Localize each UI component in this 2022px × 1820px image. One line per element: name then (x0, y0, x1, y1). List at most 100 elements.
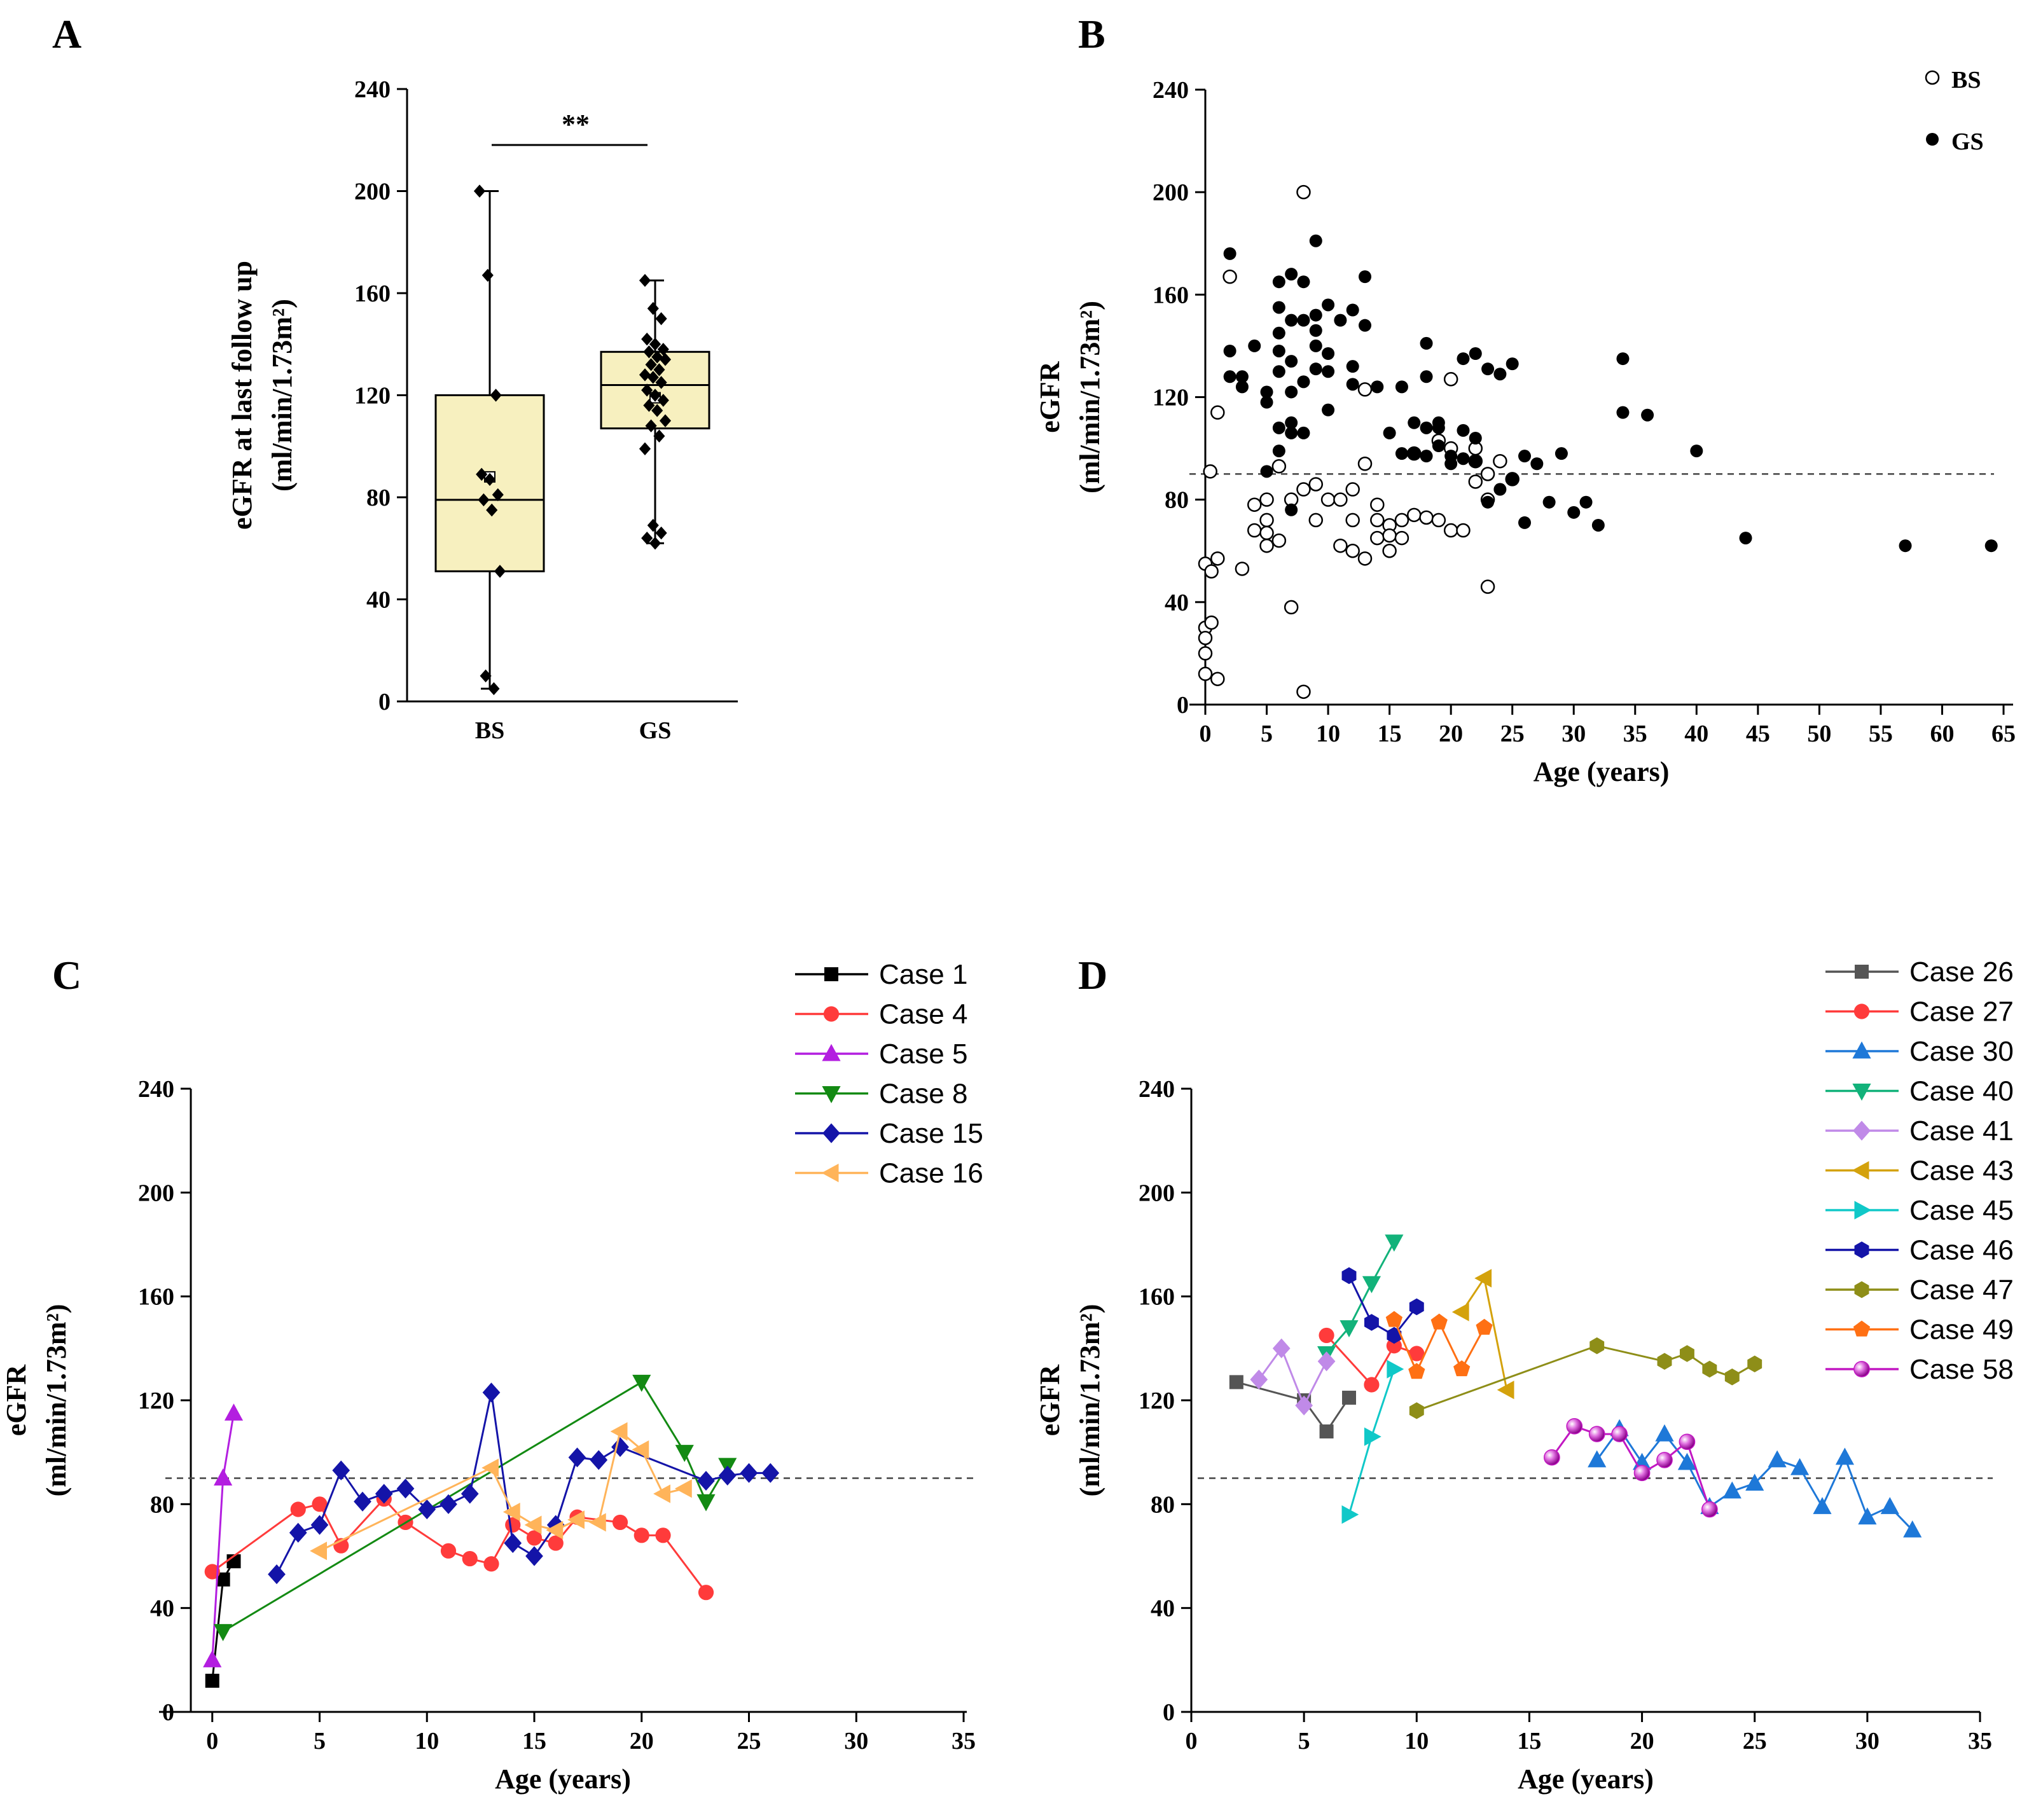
data-point (462, 1550, 478, 1567)
data-point (649, 338, 661, 351)
data-point (1420, 450, 1433, 463)
legend-marker (1854, 1201, 1872, 1220)
legend-entry: Case 5 (795, 1038, 967, 1070)
data-point (1690, 445, 1703, 458)
legend-entry: Case 26 (1825, 956, 2014, 988)
data-point (1633, 1465, 1651, 1482)
legend-marker (1852, 1041, 1871, 1059)
data-point (216, 1572, 230, 1587)
data-point (1493, 453, 1507, 469)
data-point (1272, 344, 1285, 357)
data-point (1271, 533, 1287, 548)
series-line (1236, 1381, 1350, 1433)
y-tick-label: 120 (1139, 1388, 1175, 1414)
legend-entry: Case 15 (795, 1118, 983, 1149)
y-tick-label: 0 (378, 689, 391, 715)
series-case-15 (268, 1382, 780, 1585)
data-point (1309, 362, 1322, 376)
data-point (1223, 370, 1236, 383)
y-tick-label: 80 (150, 1491, 174, 1518)
series-line (1348, 1275, 1418, 1337)
data-point (610, 1422, 628, 1441)
data-point (1677, 1452, 1697, 1470)
legend-marker (1855, 965, 1869, 979)
data-point (546, 1520, 564, 1540)
data-point (1419, 510, 1434, 525)
data-point (1383, 426, 1396, 439)
data-point (1334, 314, 1347, 327)
data-point (1210, 551, 1225, 566)
y-tick-label: 40 (366, 587, 391, 614)
data-point (1409, 1402, 1424, 1419)
data-point (1722, 1481, 1742, 1499)
data-point (1297, 314, 1310, 327)
data-point (1790, 1458, 1810, 1475)
series-case-16 (310, 1422, 692, 1561)
data-point (1469, 347, 1482, 361)
data-point (1468, 474, 1483, 489)
y-tick-label: 0 (1177, 692, 1189, 719)
data-point (655, 526, 667, 540)
data-point (1322, 298, 1335, 312)
data-point (1579, 495, 1593, 509)
data-point (1346, 303, 1359, 317)
data-point (490, 389, 502, 402)
data-point (1309, 234, 1322, 247)
data-point (1469, 431, 1482, 445)
legend-entry: Case 8 (795, 1079, 967, 1110)
legend-marker (1853, 1120, 1871, 1141)
data-point (1371, 380, 1384, 394)
data-point (1341, 1267, 1357, 1285)
data-point (1457, 352, 1470, 366)
data-point (643, 345, 655, 359)
data-point (1588, 1450, 1607, 1468)
series-line (1326, 1334, 1417, 1387)
y-axis-label: eGFR (1034, 1364, 1065, 1437)
y-tick-label: 240 (1139, 1076, 1175, 1103)
data-point (1346, 360, 1359, 373)
data-point (1322, 365, 1335, 378)
x-tick-label: 5 (1261, 720, 1273, 747)
data-point (643, 399, 655, 412)
x-tick-label: 55 (1869, 720, 1893, 747)
legend-label: BS (1951, 67, 1981, 93)
x-tick-label: 25 (1500, 720, 1525, 747)
legend-entry: Case 46 (1825, 1235, 2014, 1266)
data-point (476, 467, 488, 481)
data-point (588, 1513, 606, 1532)
data-point (1319, 1424, 1334, 1438)
data-point (632, 1374, 651, 1392)
y-axis-label: eGFR (1034, 361, 1065, 433)
data-point (1542, 495, 1556, 509)
data-point (1322, 403, 1335, 417)
legend-marker (1854, 1281, 1869, 1299)
data-point (1295, 1395, 1313, 1416)
data-point (396, 1479, 415, 1499)
data-point (1333, 538, 1348, 553)
data-point (1285, 355, 1298, 368)
data-point (1272, 1338, 1291, 1358)
data-point (1204, 615, 1219, 630)
data-point (1409, 1346, 1425, 1362)
data-point (674, 1479, 692, 1498)
data-point (1395, 447, 1408, 460)
data-point (290, 1501, 306, 1517)
y-tick-label: 0 (1163, 1699, 1175, 1726)
data-point (1345, 513, 1360, 528)
series-case-5 (203, 1403, 244, 1667)
data-point (568, 1447, 586, 1468)
y-axis-label-units: (ml/min/1.73m²) (1074, 1304, 1105, 1497)
data-point (1247, 497, 1262, 512)
y-tick-label: 80 (366, 485, 391, 511)
data-point (1296, 482, 1311, 497)
data-point (1370, 530, 1385, 546)
data-point (651, 350, 663, 364)
data-point (460, 1484, 479, 1504)
series-case-58 (1544, 1417, 1718, 1518)
data-point (645, 358, 657, 371)
legend-entry: Case 43 (1825, 1155, 2014, 1187)
data-point (1322, 347, 1335, 361)
data-point (657, 394, 669, 407)
legend-label: Case 45 (1909, 1195, 2014, 1226)
